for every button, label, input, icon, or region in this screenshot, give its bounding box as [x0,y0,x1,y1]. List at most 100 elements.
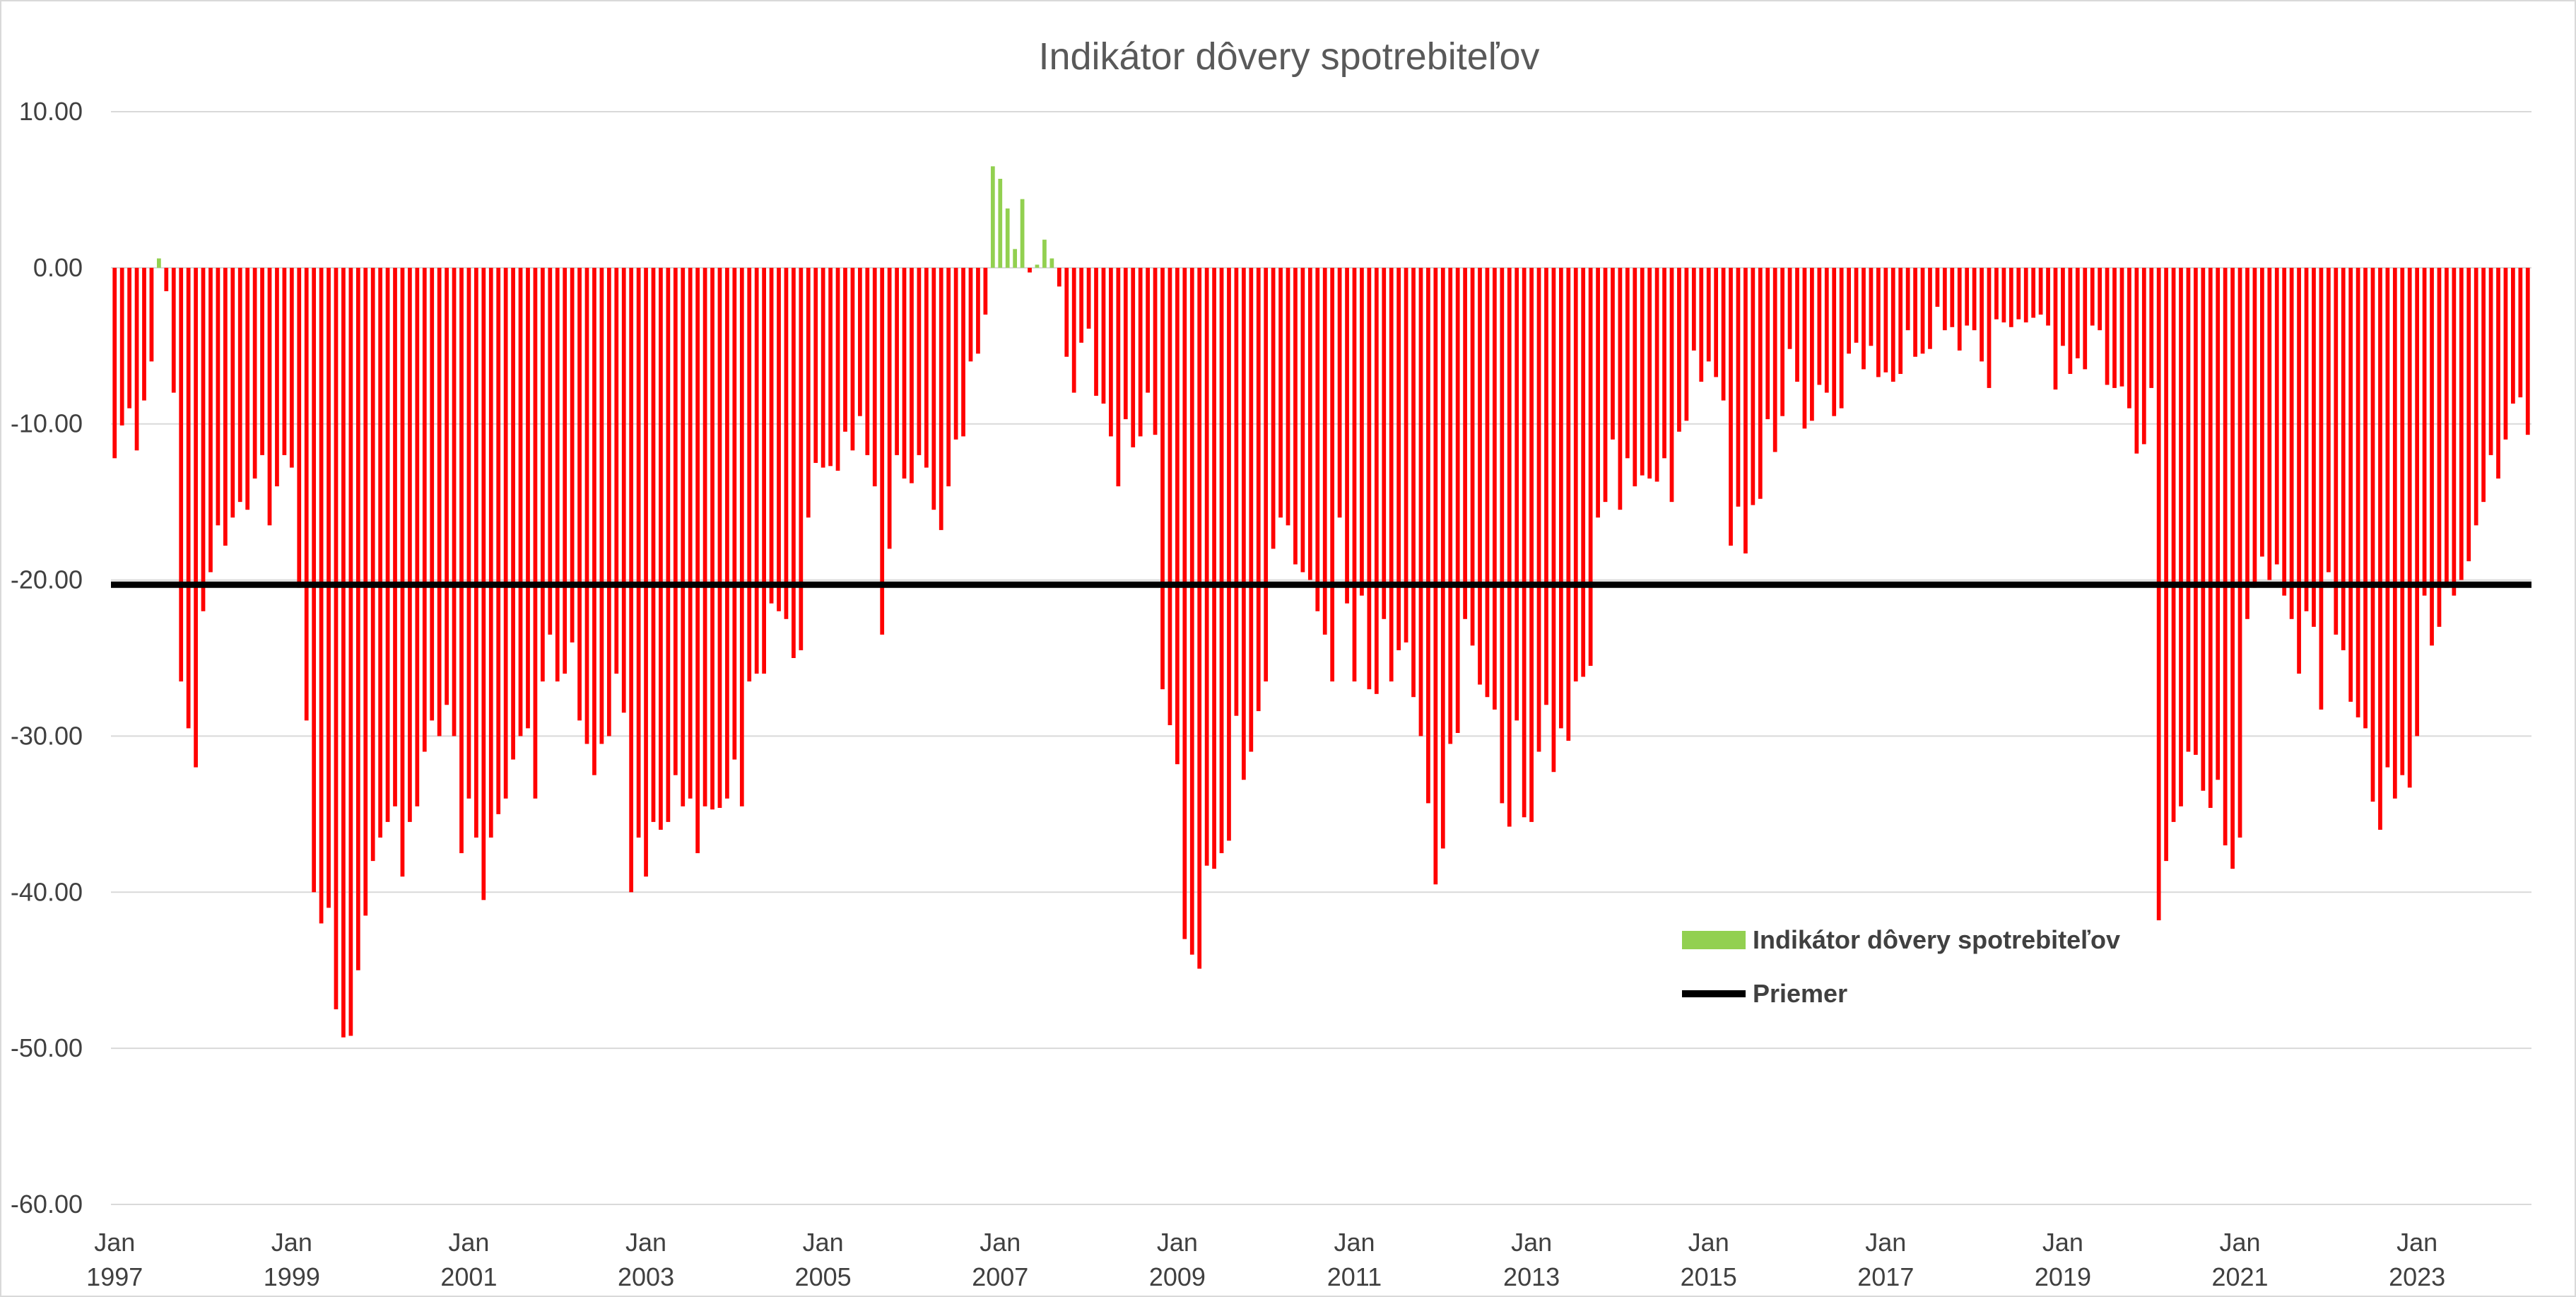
bar [570,267,575,642]
bar [2075,267,2080,358]
bar [134,267,139,451]
y-tick-label: -10.00 [11,409,83,438]
bar [644,267,648,877]
bar [806,267,811,518]
bar [1241,267,1246,780]
x-tick-label-year: 1999 [264,1262,320,1291]
bar [2252,267,2257,588]
bar [2503,267,2508,440]
bar [2385,267,2390,768]
bar [1160,267,1165,690]
bar [488,267,493,838]
bar [1950,267,1955,327]
bar [2156,267,2161,921]
bar [784,267,789,619]
bar [1138,267,1143,437]
bar [2194,267,2198,755]
gridlines [111,111,2531,1205]
bar [1640,267,1645,476]
x-tick-label-month: Jan [2042,1228,2083,1257]
bar [2083,267,2088,370]
bar [2407,267,2412,788]
bar [312,267,317,893]
bar [2481,267,2486,503]
x-tick-label-month: Jan [94,1228,135,1257]
bar [1566,267,1571,741]
bar [1219,267,1224,854]
bar [518,267,523,736]
bar [702,267,707,806]
bar [289,267,294,468]
bar [1751,267,1755,505]
bar [629,267,634,893]
bar [1647,267,1652,479]
bar [2171,267,2176,822]
bar [1684,267,1689,421]
bar [762,267,766,674]
bar [872,267,877,487]
bar [1168,267,1172,725]
bar [1618,267,1623,510]
bar [1057,267,1061,287]
y-tick-label: 10.00 [19,97,83,126]
bar [2186,267,2191,752]
bar [1146,267,1150,393]
bar [1854,267,1859,343]
bar [445,267,449,705]
bar [1109,267,1113,437]
bar [1699,267,1704,382]
bar [1758,267,1763,499]
bar [813,267,818,463]
bar [1418,267,1423,736]
legend-label-average: Priemer [1753,979,1847,1008]
bar [2223,267,2228,846]
bar [1529,267,1534,822]
bar [363,267,368,916]
bar [1832,267,1837,416]
y-tick-label: -50.00 [11,1033,83,1062]
bar [1035,264,1040,268]
bar [1204,267,1209,866]
bar [2297,267,2301,674]
bar [2348,267,2353,702]
bar [466,267,471,799]
bar [880,267,885,635]
bar [769,267,774,604]
x-tick-label-month: Jan [1334,1228,1375,1257]
bar [2023,267,2028,323]
bar [452,267,457,736]
bar [2141,267,2146,445]
bar [1131,267,1136,447]
y-tick-label: -20.00 [11,565,83,594]
bar [924,267,929,468]
bar [2356,267,2360,717]
bar [1787,267,1792,349]
bar [2179,267,2183,806]
x-tick-label-year: 2021 [2211,1262,2268,1291]
bar [201,267,206,611]
bar [2488,267,2493,455]
bar [1123,267,1128,420]
bar [2334,267,2339,635]
bar [341,267,346,1038]
bar [2259,267,2264,557]
bar [1669,267,1674,503]
y-axis-tick-labels: 10.00 0.00 -10.00 -20.00 -30.00 -40.00 -50.00 -… [11,97,83,1219]
bar [2400,267,2405,775]
bar [2459,267,2464,580]
bar [1367,267,1372,690]
bar [910,267,914,483]
bar [2068,267,2073,375]
bar [334,267,339,1009]
bar [2378,267,2382,830]
bar [1928,267,1932,349]
bar [1980,267,1984,362]
bar [548,267,553,635]
bar [186,267,191,729]
bar [577,267,582,721]
bar [112,267,117,459]
bar [1278,267,1283,518]
bar [2127,267,2131,409]
bar [319,267,324,924]
